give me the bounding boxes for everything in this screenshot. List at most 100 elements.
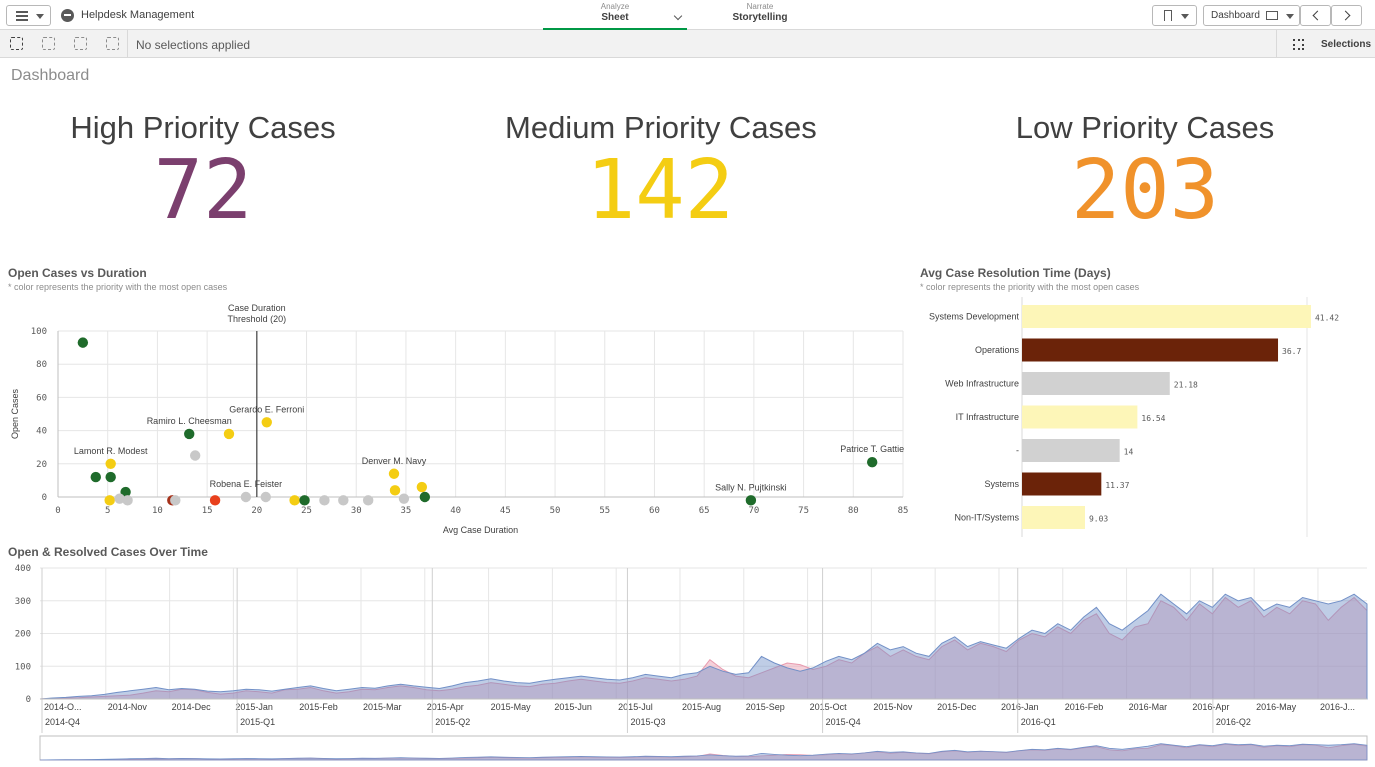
scatter-point [120, 486, 131, 498]
sheet-selector-button[interactable]: Dashboard [1203, 5, 1300, 26]
bar-category-label: IT Infrastructure [956, 412, 1019, 422]
bar-category-label: Web Infrastructure [945, 379, 1019, 389]
bar-category-label: Non-IT/Systems [954, 513, 1019, 523]
x-tick-label: 50 [550, 506, 561, 516]
step-back-icon[interactable] [42, 37, 55, 50]
bar-value-label: 9.03 [1089, 515, 1108, 524]
area-series [39, 596, 1368, 700]
sheet-title: Dashboard [11, 67, 90, 84]
bar-chart[interactable]: Systems Development 41.42 Operations 36.7 We… [920, 297, 1365, 537]
y-tick-label: 40 [36, 427, 47, 437]
scatter-point [319, 495, 330, 506]
bar [1022, 506, 1085, 529]
x-tick-label: 2016-Apr [1192, 702, 1229, 712]
selection-bar: No selections applied Selections [0, 30, 1375, 58]
tab-sub-label: Analyze [600, 2, 630, 11]
scatter-point [362, 495, 374, 506]
scatter-point [114, 493, 125, 504]
selections-tool-button[interactable]: Selections [1276, 30, 1375, 58]
scatter-chart[interactable]: 0 5 10 15 20 25 30 35 40 45 50 55 60 65 70 75 80 85 0 20 40 6… [0, 297, 908, 542]
x-tick-label: 2014-O... [44, 702, 82, 712]
app-icon [61, 9, 74, 22]
global-menu-button[interactable] [6, 5, 51, 26]
scatter-point [745, 495, 757, 506]
scatter-point [240, 491, 252, 503]
x-tick-label: 35 [401, 506, 412, 516]
bar [1022, 305, 1311, 328]
x-tick-label: 2015-Feb [299, 702, 338, 712]
x-tick-label: 30 [351, 506, 362, 516]
kpi-value: 142 [585, 143, 735, 238]
tab-main-label: Storytelling [732, 12, 788, 23]
quarter-label: 2015-Q1 [240, 717, 275, 727]
next-sheet-button[interactable] [1331, 5, 1362, 26]
mini-area-series [39, 743, 1368, 761]
screen-icon [1266, 11, 1278, 20]
point-label: Lamont R. Modest [74, 446, 148, 456]
scatter-point [209, 495, 221, 506]
scatter-point [90, 471, 101, 483]
y-tick-label: 100 [31, 327, 47, 337]
y-tick-label: 0 [26, 695, 31, 705]
chevron-right-icon [1340, 10, 1351, 21]
x-tick-label: 2015-Sep [746, 702, 785, 712]
kpi-title: High Priority Cases [70, 110, 336, 145]
bookmarks-button[interactable] [1152, 5, 1197, 26]
area-chart[interactable]: 0 100 200 300 400 2014-O... 2014-Nov 2014-Dec 20… [0, 562, 1375, 762]
caret-down-icon [1286, 14, 1294, 19]
x-tick-label: 2015-Jun [554, 702, 592, 712]
bar [1022, 439, 1120, 462]
bar-category-label: Operations [975, 345, 1020, 355]
bar-value-label: 11.37 [1105, 481, 1129, 490]
chevron-left-icon [1312, 10, 1323, 21]
x-tick-label: 25 [301, 506, 312, 516]
kpi-low-priority[interactable]: Low Priority Cases 203 [1000, 110, 1290, 234]
y-axis-title: Open Cases [10, 388, 20, 439]
caret-down-icon [1181, 14, 1189, 19]
tab-narrate-storytelling[interactable]: Narrate Storytelling [715, 2, 805, 23]
scatter-point [398, 493, 410, 504]
bar [1022, 338, 1279, 362]
y-tick-label: 300 [15, 597, 31, 607]
y-tick-label: 80 [36, 360, 47, 370]
smart-search-icon[interactable] [10, 37, 23, 50]
quarter-label: 2016-Q1 [1021, 717, 1056, 727]
y-tick-label: 200 [15, 630, 31, 640]
x-tick-label: 2016-Jan [1001, 702, 1039, 712]
kpi-medium-priority[interactable]: Medium Priority Cases 142 [505, 110, 817, 238]
selections-label: Selections [1321, 39, 1372, 50]
scatter-point [299, 495, 310, 506]
x-tick-label: 0 [55, 506, 60, 516]
scatter-point [223, 428, 235, 440]
scatter-point [416, 481, 428, 493]
point-label: Ramiro L. Cheesman [147, 416, 232, 426]
x-tick-label: 2016-J... [1320, 702, 1355, 712]
bookmark-icon [1164, 10, 1172, 21]
reference-line-label: Case Duration [228, 303, 286, 313]
step-forward-icon[interactable] [74, 37, 87, 50]
tab-analyze-sheet[interactable]: Analyze Sheet [543, 2, 687, 30]
previous-sheet-button[interactable] [1300, 5, 1331, 26]
kpi-high-priority[interactable]: High Priority Cases 72 [70, 110, 336, 234]
x-tick-label: 70 [748, 506, 759, 516]
point-label: Robena E. Feister [210, 479, 283, 489]
clear-selections-icon[interactable] [106, 37, 119, 50]
app-title: Helpdesk Management [81, 9, 195, 21]
scatter-point [77, 337, 89, 348]
point-label: Patrice T. Gattie [840, 444, 904, 454]
x-tick-label: 80 [848, 506, 859, 516]
x-tick-label: 2015-Dec [937, 702, 977, 712]
scatter-point [338, 495, 349, 506]
scatter-point [105, 458, 116, 469]
scatter-point [261, 417, 272, 428]
bar-value-label: 16.54 [1141, 414, 1165, 423]
quarter-label: 2016-Q2 [1216, 717, 1251, 727]
kpi-title: Medium Priority Cases [505, 110, 817, 145]
quarter-label: 2015-Q4 [826, 717, 861, 727]
line-title: Open & Resolved Cases Over Time [8, 545, 208, 559]
sheet-selector-label: Dashboard [1211, 10, 1260, 21]
kpi-title: Low Priority Cases [1015, 110, 1275, 145]
bar-category-label: Systems [984, 479, 1019, 489]
bar-value-label: 36.7 [1282, 347, 1301, 356]
x-tick-label: 40 [450, 506, 461, 516]
